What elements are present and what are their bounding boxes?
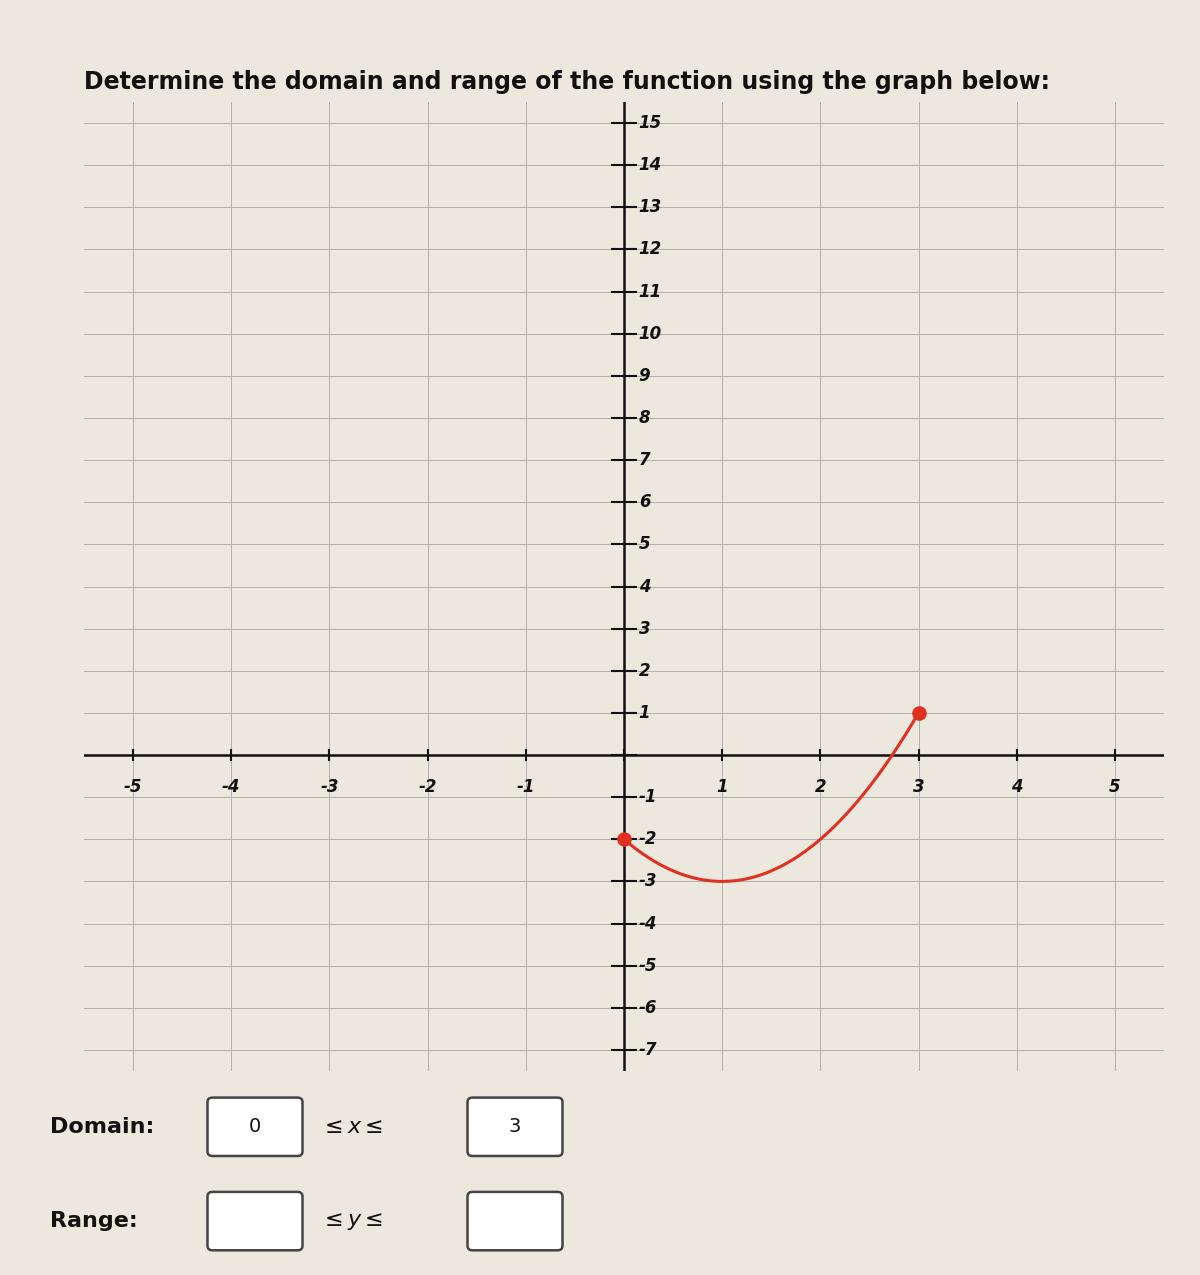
Text: Determine the domain and range of the function using the graph below:: Determine the domain and range of the fu… — [84, 70, 1050, 94]
Text: 3: 3 — [638, 620, 650, 638]
Text: -5: -5 — [638, 956, 658, 974]
Text: 1: 1 — [638, 704, 650, 722]
FancyBboxPatch shape — [468, 1192, 563, 1251]
FancyBboxPatch shape — [468, 1098, 563, 1156]
Text: 12: 12 — [638, 241, 662, 259]
Text: 14: 14 — [638, 157, 662, 175]
Text: 0: 0 — [248, 1117, 262, 1136]
Text: -6: -6 — [638, 998, 658, 1016]
Text: 2: 2 — [815, 778, 826, 796]
Text: 13: 13 — [638, 199, 662, 217]
Text: 4: 4 — [638, 578, 650, 595]
Text: -7: -7 — [638, 1040, 658, 1060]
Point — [614, 829, 634, 849]
Text: $\leq x \leq$: $\leq x \leq$ — [320, 1117, 383, 1137]
Point — [908, 703, 928, 723]
FancyBboxPatch shape — [208, 1192, 302, 1251]
Text: Domain:: Domain: — [50, 1117, 155, 1137]
Text: 3: 3 — [509, 1117, 521, 1136]
Text: 2: 2 — [638, 662, 650, 680]
Text: -5: -5 — [124, 778, 143, 796]
Text: 4: 4 — [1010, 778, 1022, 796]
Text: -2: -2 — [419, 778, 437, 796]
Text: 5: 5 — [638, 536, 650, 553]
Text: -4: -4 — [638, 914, 658, 932]
Text: 7: 7 — [638, 451, 650, 469]
Text: 1: 1 — [716, 778, 728, 796]
Text: 8: 8 — [638, 409, 650, 427]
Text: -2: -2 — [638, 830, 658, 848]
Text: -3: -3 — [638, 872, 658, 890]
Text: $\leq y \leq$: $\leq y \leq$ — [320, 1210, 383, 1232]
Text: -1: -1 — [516, 778, 535, 796]
Text: 5: 5 — [1109, 778, 1121, 796]
Text: 15: 15 — [638, 113, 662, 133]
Text: -1: -1 — [638, 788, 658, 806]
Text: -4: -4 — [222, 778, 240, 796]
FancyBboxPatch shape — [208, 1098, 302, 1156]
Text: 6: 6 — [638, 493, 650, 511]
Text: 3: 3 — [913, 778, 924, 796]
Text: 11: 11 — [638, 283, 662, 301]
Text: Range:: Range: — [50, 1211, 138, 1232]
Text: -3: -3 — [320, 778, 338, 796]
Text: 10: 10 — [638, 325, 662, 343]
Text: 9: 9 — [638, 367, 650, 385]
